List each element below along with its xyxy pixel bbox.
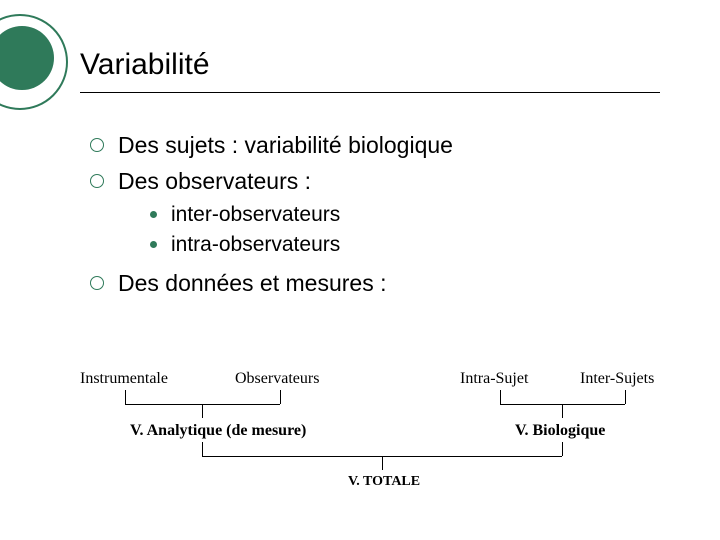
bullet-item: Des données et mesures : (90, 268, 670, 298)
bullet-dot-icon (150, 211, 157, 218)
slide-title: Variabilité (80, 48, 210, 82)
bullet-hollow-icon (90, 138, 104, 152)
diagram-label-observateurs: Observateurs (235, 370, 319, 388)
hierarchy-diagram: Instrumentale Observateurs Intra-Sujet I… (80, 370, 680, 520)
sub-bullet-text: inter-observateurs (171, 202, 340, 228)
title-underline (80, 92, 660, 93)
diagram-label-totale: V. TOTALE (348, 474, 420, 490)
diagram-label-instrumentale: Instrumentale (80, 370, 168, 388)
bullet-hollow-icon (90, 276, 104, 290)
bullet-hollow-icon (90, 174, 104, 188)
bullet-list: Des sujets : variabilité biologique Des … (90, 130, 670, 304)
diagram-connector (202, 442, 203, 456)
sub-bullet-item: intra-observateurs (150, 232, 670, 258)
bullet-item: Des observateurs : (90, 166, 670, 196)
diagram-label-biologique: V. Biologique (515, 422, 605, 440)
sub-bullet-item: inter-observateurs (150, 202, 670, 228)
diagram-connector (562, 442, 563, 456)
diagram-label-analytique: V. Analytique (de mesure) (130, 422, 306, 440)
bullet-item: Des sujets : variabilité biologique (90, 130, 670, 160)
diagram-connector (500, 390, 501, 404)
sub-bullet-text: intra-observateurs (171, 232, 340, 258)
diagram-connector (382, 456, 383, 470)
diagram-connector (280, 390, 281, 404)
diagram-connector (125, 390, 126, 404)
diagram-connector (202, 404, 203, 418)
diagram-label-inter-sujets: Inter-Sujets (580, 370, 654, 388)
diagram-label-intra-sujet: Intra-Sujet (460, 370, 528, 388)
bullet-dot-icon (150, 241, 157, 248)
bullet-text: Des données et mesures : (118, 268, 386, 298)
sub-bullet-list: inter-observateurs intra-observateurs (150, 202, 670, 258)
diagram-connector (562, 404, 563, 418)
diagram-connector (625, 390, 626, 404)
bullet-text: Des sujets : variabilité biologique (118, 130, 453, 160)
bullet-text: Des observateurs : (118, 166, 311, 196)
